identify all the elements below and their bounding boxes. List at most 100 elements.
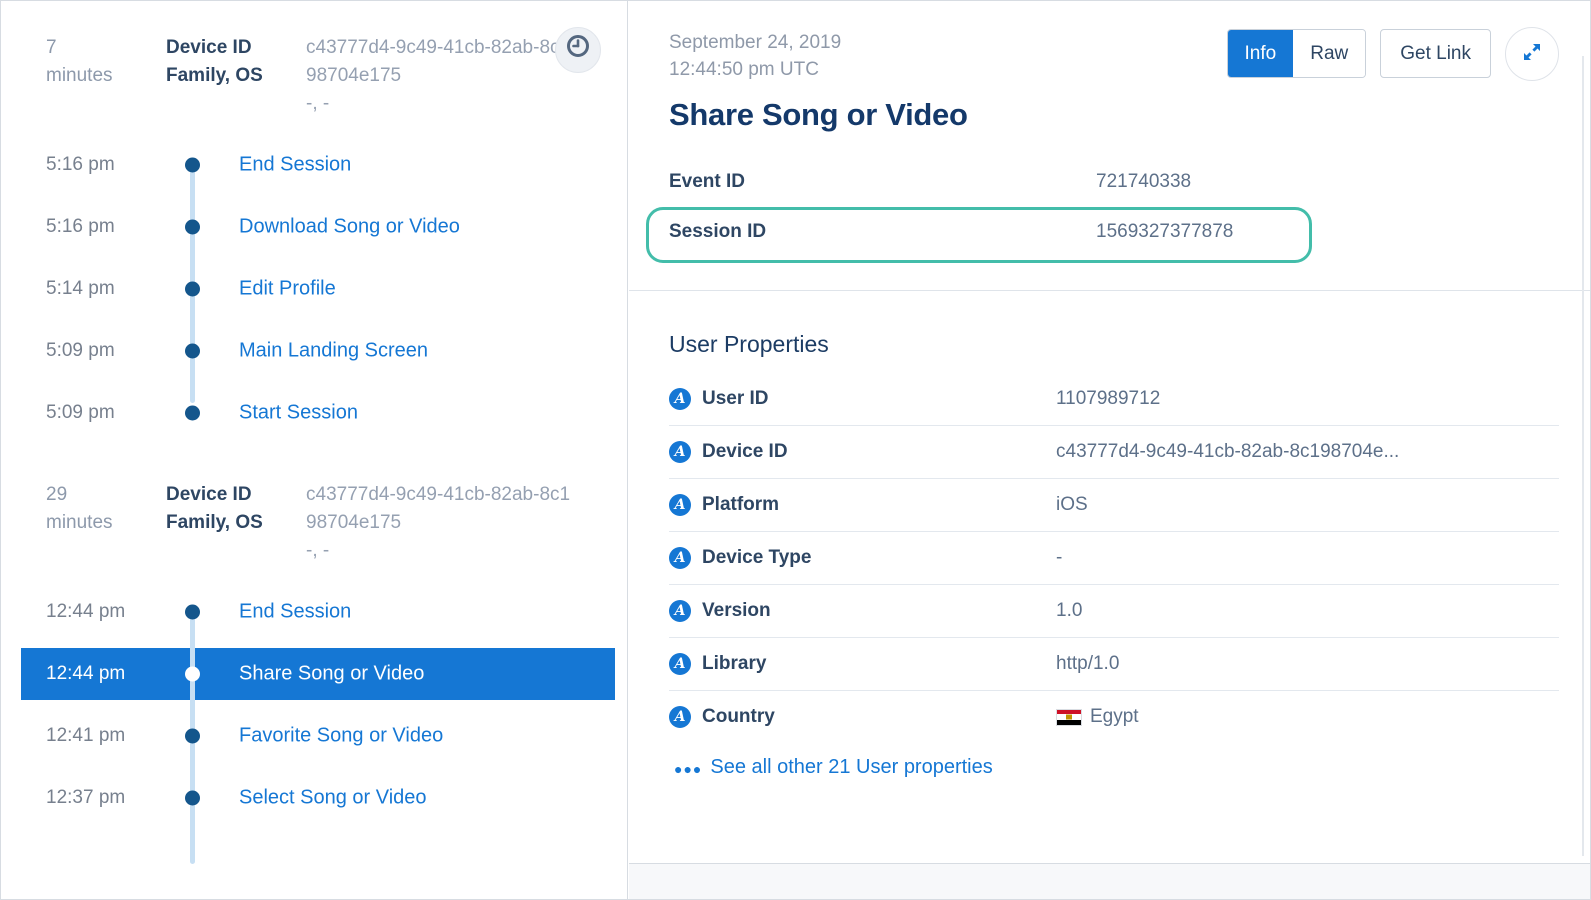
property-value: 1107989712	[1056, 388, 1559, 410]
property-value: http/1.0	[1056, 653, 1559, 675]
user-property-row: A Platform iOS	[669, 478, 1559, 531]
session-duration-value: 29	[46, 484, 68, 505]
clock-icon	[565, 33, 591, 68]
info-raw-toggle: Info Raw	[1226, 29, 1367, 78]
timeline-event-row[interactable]: 5:16 pm End Session	[21, 139, 615, 191]
user-property-row: A Library http/1.0	[669, 637, 1559, 690]
event-link[interactable]: Edit Profile	[239, 277, 336, 300]
session-block: 29 minutes Device ID Family, OS c43777d4…	[1, 481, 627, 864]
property-value: iOS	[1056, 494, 1559, 516]
session-family-os: -, -	[306, 540, 330, 561]
event-link[interactable]: Start Session	[239, 401, 358, 424]
property-label: Version	[702, 600, 771, 621]
timeline-event-row[interactable]: 5:09 pm Start Session	[21, 387, 615, 439]
session-meta-value: c43777d4-9c49-41cb-82ab-8c198704e175 -, …	[306, 34, 578, 118]
timeline-dot-icon	[185, 405, 200, 421]
user-properties-heading: User Properties	[669, 331, 829, 357]
event-time-utc: 12:44:50 pm UTC	[669, 59, 819, 80]
timeline-event-row[interactable]: 5:14 pm Edit Profile	[21, 263, 615, 315]
session-meta-label: Device ID Family, OS	[166, 484, 263, 533]
amplitude-a-icon: A	[669, 547, 691, 569]
amplitude-a-icon: A	[669, 494, 691, 516]
property-label: Library	[702, 653, 767, 674]
expand-button[interactable]	[1505, 27, 1559, 81]
clock-button[interactable]	[555, 27, 601, 73]
session-duration-value: 7	[46, 37, 57, 58]
session-duration-unit: minutes	[46, 65, 113, 86]
user-property-row: A Version 1.0	[669, 584, 1559, 637]
session-event-list: 12:44 pm End Session 12:44 pm Share Song…	[1, 586, 627, 864]
egypt-flag-icon	[1056, 708, 1082, 726]
event-link[interactable]: End Session	[239, 153, 352, 176]
event-id-row: Event ID 721740338	[629, 157, 1590, 207]
amplitude-a-icon: A	[669, 441, 691, 463]
session-id-row-highlighted: Session ID 1569327377878	[629, 207, 1590, 263]
property-label: Country	[702, 706, 775, 727]
property-value-text: c43777d4-9c49-41cb-82ab-8c198704e...	[1056, 441, 1400, 462]
timeline-dot-icon	[185, 728, 200, 744]
timeline-event-row[interactable]: 12:44 pm End Session	[21, 586, 615, 638]
event-time: 12:44 pm	[46, 601, 126, 622]
session-meta-value: c43777d4-9c49-41cb-82ab-8c198704e175 -, …	[306, 481, 578, 565]
amplitude-a-icon: A	[669, 387, 691, 410]
property-value-text: Egypt	[1090, 706, 1139, 727]
amplitude-a-icon: A	[669, 653, 691, 675]
raw-tab-button[interactable]: Raw	[1293, 30, 1366, 77]
timeline-event-row[interactable]: 5:16 pm Download Song or Video	[21, 201, 615, 253]
property-value-text: 1107989712	[1056, 387, 1161, 409]
timeline-event-row[interactable]: 5:09 pm Main Landing Screen	[21, 325, 615, 377]
event-link[interactable]: End Session	[239, 600, 352, 623]
property-label: Platform	[702, 494, 780, 515]
event-time: 12:44 pm	[46, 663, 126, 684]
user-property-row: A Device ID c43777d4-9c49-41cb-82ab-8c19…	[669, 425, 1559, 478]
event-link[interactable]: Share Song or Video	[239, 662, 425, 685]
property-label: Device ID	[702, 441, 788, 462]
see-all-properties-link[interactable]: ●●● See all other 21 User properties	[674, 756, 1550, 779]
session-family-os: -, -	[306, 93, 330, 114]
event-time: 12:37 pm	[46, 787, 126, 808]
user-timeline-panel: 7 minutes Device ID Family, OS c43777d4-…	[1, 1, 628, 899]
event-link[interactable]: Select Song or Video	[239, 786, 427, 809]
property-value-text: -	[1056, 547, 1063, 568]
session-header: 7 minutes Device ID Family, OS c43777d4-…	[1, 27, 627, 118]
event-id-label: Event ID	[669, 171, 746, 192]
event-time: 5:16 pm	[46, 154, 115, 175]
amplitude-a-icon: A	[669, 600, 691, 622]
info-tab-button[interactable]: Info	[1227, 30, 1294, 77]
timeline-dot-icon	[185, 219, 200, 235]
property-value-text: http/1.0	[1056, 653, 1120, 674]
event-time: 5:09 pm	[46, 402, 115, 423]
session-block: 7 minutes Device ID Family, OS c43777d4-…	[1, 27, 627, 439]
session-meta-label: Device ID Family, OS	[166, 37, 263, 86]
event-time: 5:09 pm	[46, 340, 115, 361]
event-time: 12:41 pm	[46, 725, 126, 746]
property-value: -	[1056, 547, 1559, 569]
session-event-list: 5:16 pm End Session 5:16 pm Download Son…	[1, 139, 627, 439]
timeline-event-row[interactable]: 12:44 pm Share Song or Video	[21, 648, 615, 700]
user-property-row: A Country Egypt	[669, 690, 1559, 743]
property-value: 1.0	[1056, 600, 1559, 622]
get-link-button[interactable]: Get Link	[1380, 29, 1491, 78]
event-link[interactable]: Download Song or Video	[239, 215, 460, 238]
scrollbar[interactable]	[1582, 56, 1584, 856]
timeline-event-row[interactable]: 12:37 pm Select Song or Video	[21, 772, 615, 824]
event-link[interactable]: Favorite Song or Video	[239, 724, 444, 747]
ellipsis-icon: ●●●	[674, 760, 703, 777]
session-duration-unit: minutes	[46, 512, 113, 533]
see-all-label[interactable]: See all other 21 User properties	[710, 756, 993, 778]
timeline-event-row[interactable]: 12:41 pm Favorite Song or Video	[21, 710, 615, 762]
event-ids-section: Event ID 721740338 Session ID 1569327377…	[629, 157, 1590, 263]
detail-toolbar: Info Raw Get Link	[1226, 27, 1559, 83]
session-device-id: c43777d4-9c49-41cb-82ab-8c198704e175	[306, 484, 571, 533]
event-date: September 24, 2019	[669, 32, 842, 53]
event-time: 5:14 pm	[46, 278, 115, 299]
expand-icon	[1521, 41, 1543, 68]
event-link[interactable]: Main Landing Screen	[239, 339, 429, 362]
timeline-dot-icon	[185, 790, 200, 806]
event-detail-panel: September 24, 2019 12:44:50 pm UTC Info …	[629, 1, 1590, 899]
event-timestamp: September 24, 2019 12:44:50 pm UTC	[669, 29, 841, 83]
timeline-dot-icon	[185, 157, 200, 173]
timeline-dot-icon	[185, 281, 200, 297]
user-properties-list: A User ID 1107989712 A Device ID c43777d…	[669, 372, 1559, 743]
event-time: 5:16 pm	[46, 216, 115, 237]
